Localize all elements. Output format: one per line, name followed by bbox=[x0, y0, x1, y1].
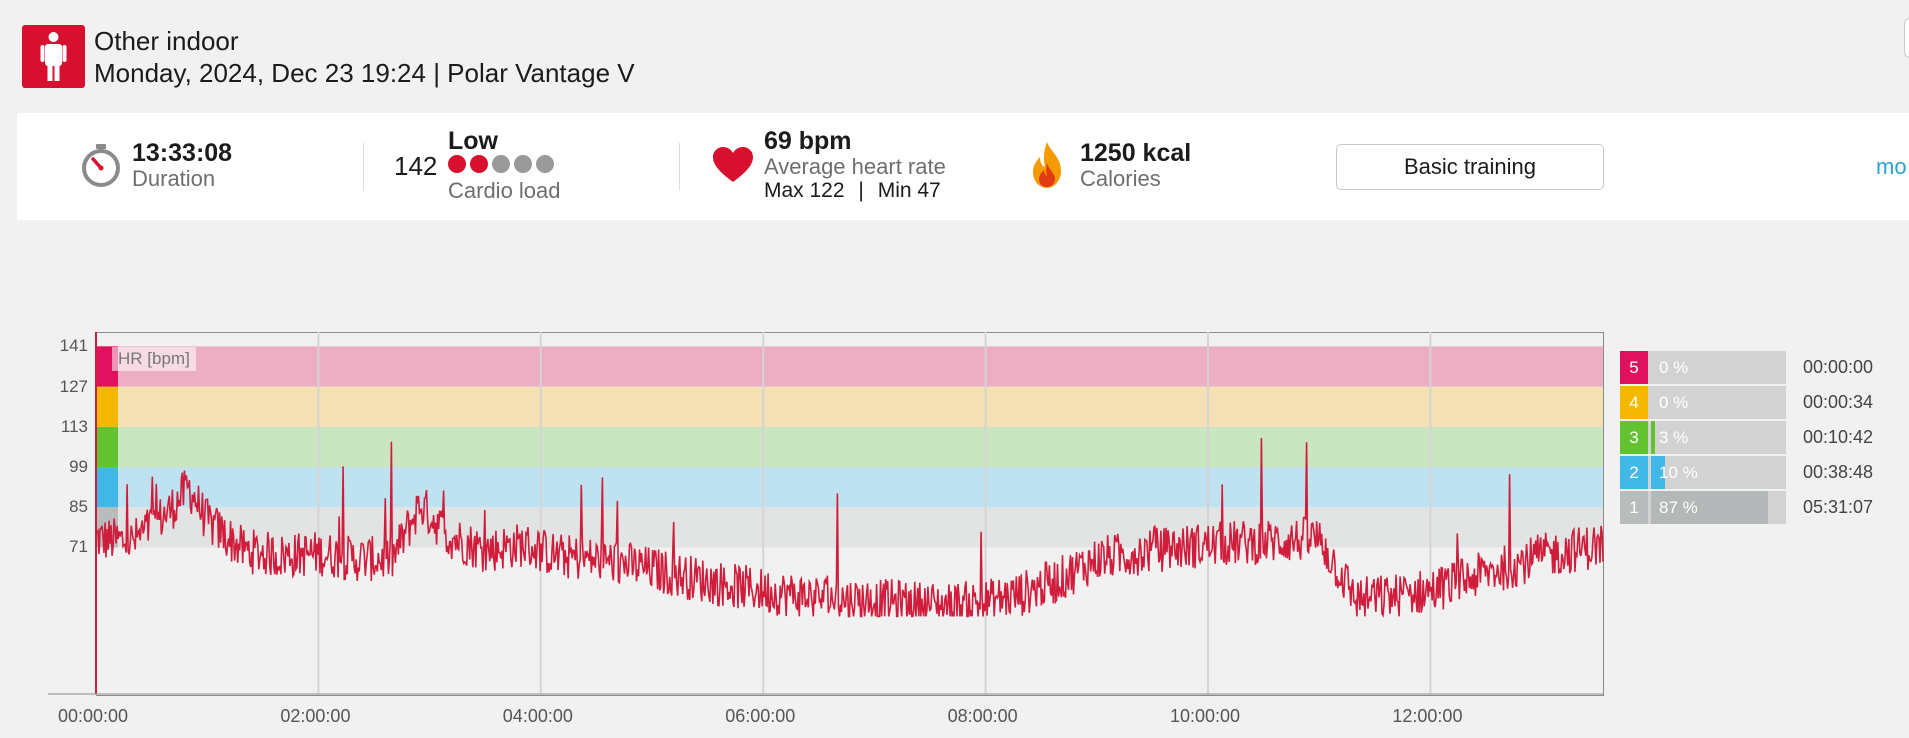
zone-number: 5 bbox=[1620, 351, 1648, 384]
x-tick-label: 10:00:00 bbox=[1169, 706, 1241, 726]
y-tick-label: 113 bbox=[60, 416, 88, 436]
avg-hr-value: 69 bpm bbox=[764, 127, 852, 155]
cardio-load-label: Cardio load bbox=[448, 178, 561, 203]
cardio-dot-empty bbox=[492, 155, 510, 173]
x-tick-label: 00:00:00 bbox=[58, 706, 129, 726]
hr-zone-band bbox=[96, 507, 1603, 548]
zone-bar-fill bbox=[1651, 491, 1769, 524]
zone-number: 4 bbox=[1620, 386, 1648, 419]
sport-icon bbox=[22, 25, 85, 88]
zone-time: 00:10:42 bbox=[1803, 427, 1874, 447]
zone-percent: 3 % bbox=[1659, 428, 1689, 447]
zone-time: 00:38:48 bbox=[1803, 462, 1874, 482]
x-tick-label: 12:00:00 bbox=[1392, 706, 1463, 726]
cardio-dot-filled bbox=[448, 155, 466, 173]
cardio-dot-empty bbox=[514, 155, 532, 173]
zone-number: 2 bbox=[1620, 456, 1648, 489]
heart-icon bbox=[713, 147, 753, 182]
hr-min: Min 47 bbox=[877, 179, 941, 202]
y-tick-label: 99 bbox=[69, 457, 88, 477]
y-tick-label: 127 bbox=[59, 376, 88, 396]
zone-number: 3 bbox=[1620, 421, 1648, 454]
training-benefit-button[interactable]: Basic training bbox=[1336, 144, 1604, 190]
zone-time: 00:00:00 bbox=[1803, 357, 1874, 377]
cardio-load-level: Low bbox=[448, 127, 498, 155]
x-tick-label: 08:00:00 bbox=[947, 706, 1018, 726]
x-tick-label: 04:00:00 bbox=[502, 706, 573, 726]
y-tick-label: 141 bbox=[59, 336, 88, 356]
hr-zone-marker bbox=[97, 467, 118, 508]
zone-bar-fill bbox=[1651, 421, 1656, 454]
zone-percent: 10 % bbox=[1659, 463, 1698, 482]
cardio-load-dots bbox=[448, 155, 558, 178]
zone-bar-fill bbox=[1651, 456, 1665, 489]
x-tick-label: 02:00:00 bbox=[280, 706, 351, 726]
zone-time: 05:31:07 bbox=[1803, 497, 1874, 517]
zone-percent: 87 % bbox=[1659, 498, 1698, 517]
more-link[interactable]: mo bbox=[1876, 154, 1907, 179]
zone-row: 5 0 % bbox=[1620, 351, 1786, 384]
hr-series-line bbox=[95, 437, 1604, 618]
hr-zone-band bbox=[96, 426, 1603, 468]
hr-zone-band bbox=[96, 346, 1603, 387]
series-label: HR [bpm] bbox=[112, 347, 196, 371]
page-title: Other indoor bbox=[94, 26, 239, 56]
zone-percent: 0 % bbox=[1659, 358, 1689, 377]
summary-divider bbox=[679, 143, 680, 191]
x-tick-label: 06:00:00 bbox=[725, 706, 796, 726]
cardio-dot-empty bbox=[536, 155, 554, 173]
zone-percent: 0 % bbox=[1659, 393, 1689, 412]
y-tick-label: 85 bbox=[69, 497, 88, 517]
hr-max: Max 122 bbox=[764, 179, 845, 202]
flame-icon bbox=[1033, 142, 1061, 188]
zone-row: 3 3 % bbox=[1620, 421, 1786, 454]
person-icon bbox=[40, 32, 67, 81]
duration-value: 13:33:08 bbox=[132, 139, 233, 167]
zone-number: 1 bbox=[1620, 491, 1648, 524]
zone-row: 4 0 % bbox=[1620, 386, 1786, 419]
summary-divider bbox=[363, 143, 364, 191]
hr-zone-band bbox=[96, 467, 1603, 508]
zone-row: 2 10 % bbox=[1620, 456, 1786, 489]
avg-hr-label: Average heart rate bbox=[764, 154, 946, 179]
cardio-dot-filled bbox=[470, 155, 488, 173]
hr-zone-marker bbox=[97, 386, 118, 427]
hr-max-min: Max 122 | Min 47 bbox=[764, 179, 941, 203]
zone-row: 1 87 % bbox=[1620, 491, 1786, 524]
cardio-load-value: 142 bbox=[394, 151, 438, 181]
calories-label: Calories bbox=[1080, 166, 1161, 191]
calories-value: 1250 kcal bbox=[1080, 139, 1192, 167]
stopwatch-icon bbox=[82, 144, 120, 187]
hr-separator: | bbox=[858, 179, 864, 202]
y-tick-label: 71 bbox=[69, 537, 88, 557]
duration-label: Duration bbox=[132, 166, 216, 191]
zone-time: 00:00:34 bbox=[1803, 392, 1874, 412]
session-subtitle: Monday, 2024, Dec 23 19:24 | Polar Vanta… bbox=[94, 58, 635, 88]
hr-zone-marker bbox=[97, 426, 118, 468]
hr-zone-band bbox=[96, 386, 1603, 427]
